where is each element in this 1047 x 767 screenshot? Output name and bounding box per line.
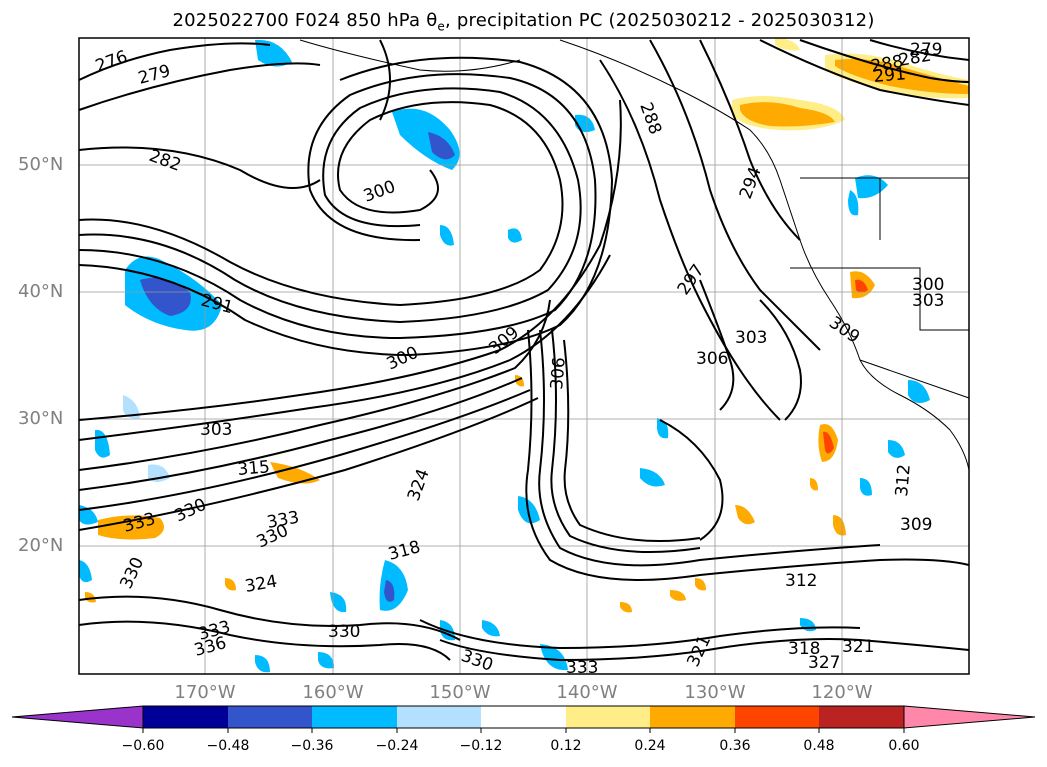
contour-label: 309 bbox=[900, 515, 932, 535]
colorbar-segment bbox=[650, 706, 735, 728]
colorbar-segment bbox=[566, 706, 650, 728]
contour-label: 291 bbox=[873, 64, 907, 87]
lon-label: 160°W bbox=[302, 682, 364, 703]
colorbar-tick-label: 0.48 bbox=[803, 738, 835, 754]
lon-label: 140°W bbox=[556, 682, 618, 703]
contour-label: 303 bbox=[912, 291, 944, 311]
coastlines bbox=[299, 39, 970, 471]
colorbar-segment bbox=[481, 706, 566, 728]
lat-label: 50°N bbox=[18, 154, 64, 175]
colorbar bbox=[11, 705, 1036, 733]
colorbar-segment bbox=[397, 706, 481, 728]
colorbar-segment bbox=[312, 706, 397, 728]
lon-label: 130°W bbox=[684, 682, 746, 703]
contour-label: 321 bbox=[842, 637, 874, 657]
lat-label: 30°N bbox=[18, 408, 64, 429]
contour-label: 303 bbox=[735, 328, 767, 348]
colorbar-extend-right bbox=[903, 705, 1036, 729]
contour-label: 318 bbox=[788, 639, 820, 659]
contour-label: 330 bbox=[328, 622, 360, 642]
lat-label: 40°N bbox=[18, 281, 64, 302]
contour-label: 306 bbox=[547, 356, 570, 390]
colorbar-tick-label: 0.60 bbox=[888, 738, 920, 754]
title-subscript: e bbox=[437, 19, 446, 34]
map-frame bbox=[78, 37, 970, 675]
contour-label: 306 bbox=[696, 349, 728, 369]
title-main: 2025022700 F024 850 hPa θ bbox=[172, 10, 438, 31]
contour-label: 312 bbox=[892, 463, 915, 497]
precip-positive-shading bbox=[85, 38, 969, 613]
title-rest: , precipitation PC (2025030212 - 2025030… bbox=[445, 10, 875, 31]
theta-e-contours bbox=[78, 39, 970, 662]
map-background bbox=[79, 38, 969, 674]
lon-label: 120°W bbox=[811, 682, 873, 703]
colorbar-segment bbox=[819, 706, 904, 728]
lon-label: 170°W bbox=[174, 682, 236, 703]
lon-label: 150°W bbox=[429, 682, 491, 703]
colorbar-segment bbox=[228, 706, 312, 728]
contour-label: 327 bbox=[808, 653, 840, 673]
colorbar-tick-label: −0.48 bbox=[206, 738, 250, 754]
colorbar-tick-label: 0.24 bbox=[634, 738, 666, 754]
lat-label: 20°N bbox=[18, 535, 64, 556]
colorbar-tick-label: 0.36 bbox=[719, 738, 751, 754]
contour-label: 315 bbox=[237, 457, 271, 480]
contour-label: 333 bbox=[566, 658, 598, 678]
colorbar-tick-label: −0.60 bbox=[121, 738, 165, 754]
plot-title: 2025022700 F024 850 hPa θe, precipitatio… bbox=[0, 10, 1047, 34]
contour-label: 312 bbox=[785, 571, 817, 591]
contour-label: 300 bbox=[912, 275, 944, 295]
colorbar-tick-label: −0.24 bbox=[375, 738, 419, 754]
colorbar-tick-label: −0.12 bbox=[459, 738, 503, 754]
contour-label: 279 bbox=[910, 40, 942, 60]
colorbar-segment bbox=[735, 706, 819, 728]
colorbar-extend-left bbox=[11, 705, 144, 729]
colorbar-tick-label: 0.12 bbox=[550, 738, 582, 754]
contour-label: 303 bbox=[200, 420, 232, 440]
colorbar-outline bbox=[142, 705, 905, 729]
colorbar-segment bbox=[143, 706, 228, 728]
colorbar-tick-label: −0.36 bbox=[290, 738, 334, 754]
